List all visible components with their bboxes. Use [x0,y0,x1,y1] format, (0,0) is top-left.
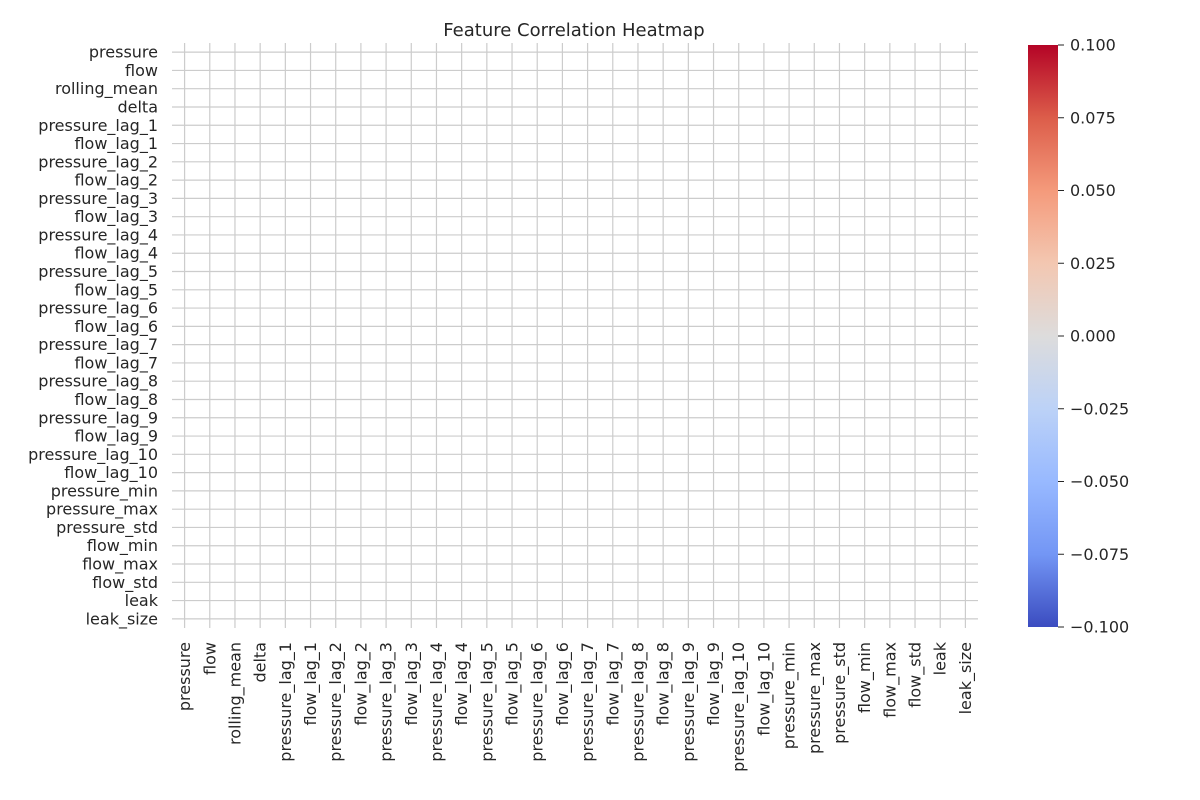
colorbar-tick-label: −0.050 [1070,472,1129,491]
colorbar-tick-label: 0.100 [1070,36,1116,55]
y-tick-label: pressure_lag_8 [38,372,158,392]
x-tick-label: flow_max [880,642,900,718]
x-tick-label: flow_lag_2 [351,642,371,726]
x-tick-label: pressure_lag_9 [679,642,699,762]
y-tick-label: pressure_lag_4 [38,225,158,245]
colorbar-tick-label: 0.075 [1070,108,1116,127]
colorbar-tick-label: −0.025 [1070,399,1129,418]
x-tick-label: pressure_lag_1 [276,642,296,762]
x-tick-label: flow_min [855,642,875,713]
y-tick-label: flow_lag_10 [64,463,158,483]
colorbar-tick-label: −0.100 [1070,618,1129,637]
x-tick-label: flow_lag_6 [553,642,573,726]
x-tick-label: leak_size [956,642,976,714]
x-tick-label: pressure_lag_6 [528,642,548,762]
x-tick-labels: pressure flow rolling_mean delta pressure_la… [175,641,976,772]
y-tick-label: pressure_std [56,518,158,538]
y-tick-label: leak [125,591,159,610]
y-tick-label: flow_lag_9 [74,427,158,447]
y-tick-label: pressure_lag_7 [38,335,158,355]
y-tick-label: pressure_lag_1 [38,116,158,136]
x-tick-label: flow_lag_3 [402,642,422,726]
y-tick-label: pressure_lag_5 [38,262,158,282]
x-tick-label: pressure [175,642,194,711]
y-tick-label: flow_max [82,555,158,575]
x-tick-label: flow [200,642,219,675]
y-tick-label: pressure_min [51,481,158,501]
x-tick-label: pressure_std [830,642,850,744]
x-tick-label: pressure_lag_4 [427,642,447,762]
colorbar-ticks: 0.100 0.075 0.050 0.025 0.000 −0.025 −0.050 −0.… [1058,36,1129,637]
colorbar-tick-label: 0.000 [1070,327,1116,346]
y-tick-label: pressure [89,43,158,62]
x-tick-label: delta [251,642,270,683]
x-tick-label: pressure_lag_10 [729,642,749,772]
y-tick-label: flow_lag_1 [74,134,158,154]
colorbar [1028,45,1058,627]
x-tick-label: rolling_mean [225,642,245,745]
y-tick-label: rolling_mean [55,79,158,99]
y-tick-label: flow_lag_2 [74,171,158,191]
y-tick-label: flow_lag_7 [74,353,158,373]
y-tick-label: delta [117,97,158,116]
y-tick-label: flow_lag_8 [74,390,158,410]
heatmap-grid [172,43,978,628]
y-tick-label: flow_lag_5 [74,280,158,300]
y-tick-label: pressure_lag_10 [28,445,158,465]
y-tick-label: pressure_lag_3 [38,189,158,209]
y-tick-label: leak_size [86,609,158,629]
chart-title: Feature Correlation Heatmap [443,20,704,41]
x-tick-label: flow_lag_5 [503,642,523,726]
x-tick-label: flow_lag_10 [754,642,774,736]
x-tick-label: pressure_lag_8 [628,642,648,762]
y-tick-label: pressure_max [46,500,158,520]
x-tick-label: flow_lag_7 [603,642,623,726]
x-tick-label: flow_lag_9 [704,642,724,726]
y-tick-label: flow_lag_3 [74,207,158,227]
y-tick-label: flow_lag_6 [74,317,158,337]
y-tick-labels: pressureflowrolling_meandeltapressure_la… [28,43,159,630]
x-tick-label: pressure_max [805,642,825,754]
colorbar-tick-label: −0.075 [1070,545,1129,564]
x-tick-label: flow_std [906,642,926,708]
x-tick-label: flow_lag_8 [654,642,674,726]
x-tick-label: pressure_lag_2 [326,642,346,762]
x-tick-label: flow_lag_1 [301,642,321,726]
y-tick-label: pressure_lag_6 [38,299,158,319]
x-tick-label: pressure_lag_5 [477,642,497,762]
y-tick-label: flow_std [92,573,158,593]
x-tick-label: pressure_min [780,642,800,749]
colorbar-gradient [1028,45,1058,627]
x-tick-label: leak [931,641,950,675]
y-tick-label: flow_lag_4 [74,244,158,264]
y-tick-label: pressure_lag_9 [38,408,158,428]
y-tick-label: flow_min [87,536,158,556]
y-tick-label: pressure_lag_2 [38,152,158,172]
colorbar-tick-label: 0.050 [1070,181,1116,200]
x-tick-label: pressure_lag_7 [578,642,598,762]
x-tick-label: pressure_lag_3 [377,642,397,762]
x-tick-label: flow_lag_4 [452,642,472,726]
y-tick-label: flow [125,61,158,80]
colorbar-tick-label: 0.025 [1070,254,1116,273]
